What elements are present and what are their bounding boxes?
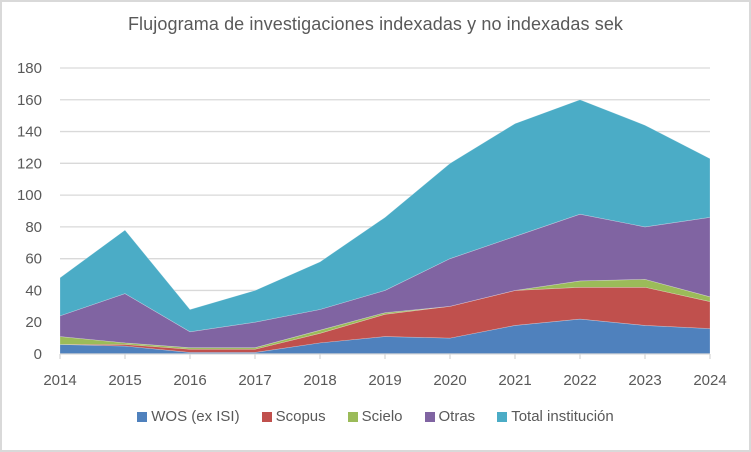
y-tick-label: 40: [25, 282, 42, 299]
y-tick-label: 20: [25, 314, 42, 331]
y-tick-label: 140: [17, 124, 42, 141]
x-tick-label: 2019: [368, 372, 401, 389]
y-tick-label: 120: [17, 155, 42, 172]
legend-label: Total institución: [511, 408, 614, 425]
legend-label: Scopus: [275, 408, 326, 425]
x-tick-label: 2020: [433, 372, 466, 389]
x-tick-label: 2015: [108, 372, 141, 389]
x-axis: [59, 353, 711, 359]
legend-label: Otras: [438, 408, 476, 425]
legend-swatch: [137, 411, 148, 422]
y-tick-label: 160: [17, 92, 42, 109]
y-tick-label: 180: [17, 60, 42, 77]
legend-item: Scielo: [347, 408, 403, 425]
area-series-total-instituci-n: [59, 99, 711, 333]
legend-swatch: [347, 411, 358, 422]
y-tick-label: 80: [25, 219, 42, 236]
legend-item: Scopus: [261, 408, 326, 425]
x-tick-label: 2018: [303, 372, 336, 389]
legend-item: WOS (ex ISI): [137, 408, 240, 425]
y-tick-label: 100: [17, 187, 42, 204]
x-tick-label: 2017: [238, 372, 271, 389]
legend-item: Total institución: [497, 408, 614, 425]
stacked-areas: [59, 99, 711, 355]
legend-item: Otras: [424, 408, 476, 425]
x-tick-label: 2016: [173, 372, 206, 389]
legend-label: Scielo: [361, 408, 403, 425]
legend-swatch: [261, 411, 272, 422]
area-series-scielo: [59, 279, 711, 350]
legend: WOS (ex ISI) Scopus Scielo Otras Total insti…: [0, 408, 751, 425]
x-tick-label: 2014: [43, 372, 76, 389]
x-axis-labels: 2014 2015 2016 2017 2018 2019 2020 2021 2022 2023…: [43, 372, 726, 389]
chart-title: Flujograma de investigaciones indexadas …: [127, 14, 624, 34]
x-tick-label: 2023: [628, 372, 661, 389]
y-axis-labels: 0 20 40 60 80 100 120 140 160 180: [17, 60, 42, 363]
x-tick-label: 2024: [693, 372, 726, 389]
x-tick-label: 2022: [563, 372, 596, 389]
legend-swatch: [497, 411, 508, 422]
legend-swatch: [424, 411, 435, 422]
y-tick-label: 0: [34, 346, 42, 363]
y-tick-label: 60: [25, 251, 42, 268]
x-tick-label: 2021: [498, 372, 531, 389]
legend-label: WOS (ex ISI): [151, 408, 240, 425]
